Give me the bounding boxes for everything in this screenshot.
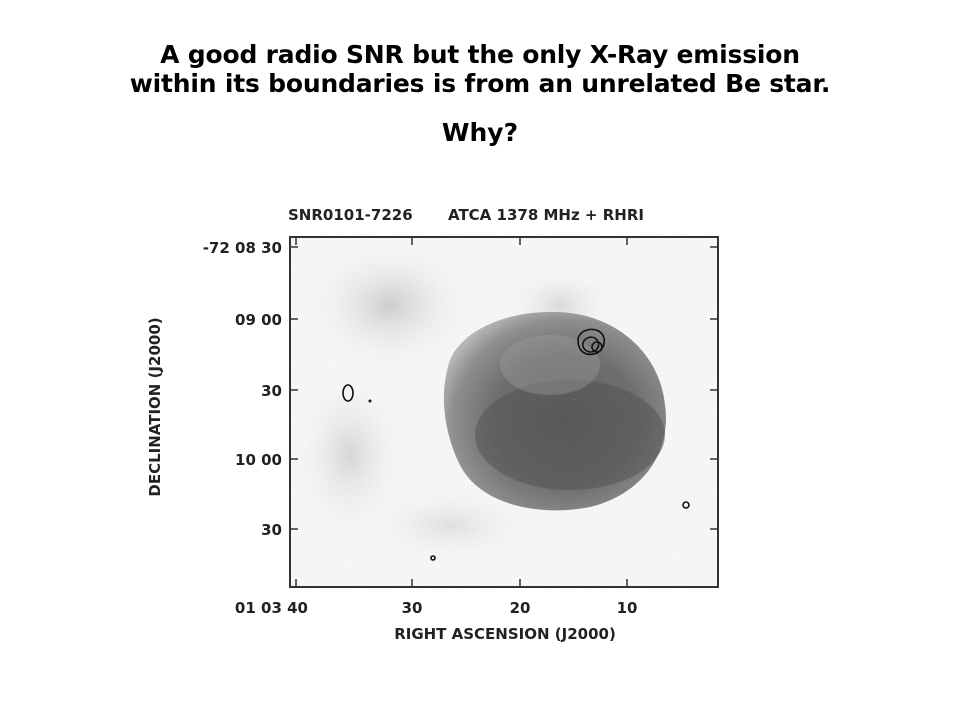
figure-header-instrument: ATCA 1378 MHz + RHRI (448, 206, 644, 224)
x-axis-label: RIGHT ASCENSION (J2000) (394, 625, 616, 643)
title-line-1: A good radio SNR but the only X-Ray emis… (160, 40, 800, 69)
x-tick-label: 20 (510, 599, 531, 617)
slide-question: Why? (441, 118, 519, 147)
plot-frame (289, 236, 719, 588)
radio-map-figure: SNR0101-7226 ATCA 1378 MHz + RHRI (120, 195, 740, 655)
title-line-2: within its boundaries is from an unrelat… (129, 69, 831, 98)
map-image (290, 237, 718, 587)
figure-header-name: SNR0101-7226 (288, 206, 413, 224)
xray-contours (342, 328, 690, 561)
y-tick-label: -72 08 30 (203, 239, 282, 257)
y-tick-label: 30 (261, 382, 282, 400)
x-tick-label: 30 (402, 599, 423, 617)
x-tick-label: 01 03 40 (235, 599, 308, 617)
y-tick-label: 30 (261, 521, 282, 539)
y-tick-label: 09 00 (235, 311, 282, 329)
slide-title: A good radio SNR but the only X-Ray emis… (0, 40, 960, 98)
y-tick-label: 10 00 (235, 451, 282, 469)
y-axis-label: DECLINATION (J2000) (146, 317, 164, 496)
x-tick-label: 10 (617, 599, 638, 617)
